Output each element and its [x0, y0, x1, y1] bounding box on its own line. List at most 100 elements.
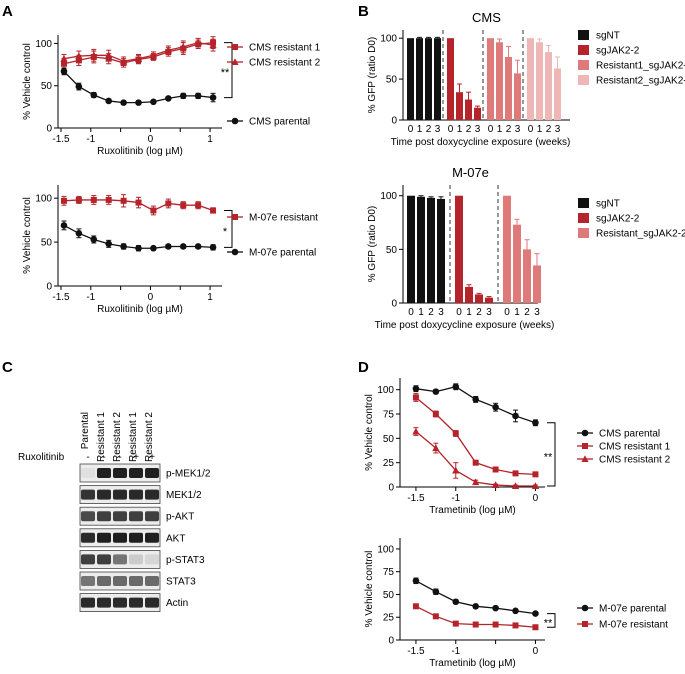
significance-bracket	[224, 42, 233, 99]
data-point	[412, 577, 420, 585]
x-tick-label: 1	[417, 124, 423, 135]
x-tick-label: 2	[466, 124, 472, 135]
band	[113, 597, 127, 608]
series-cms-resistant-1	[412, 393, 539, 478]
legend-swatch	[578, 30, 589, 40]
data-point	[432, 411, 439, 418]
y-tick-label: 50	[383, 590, 395, 601]
series-cms-resistant-1	[60, 36, 217, 70]
x-tick-label: 1	[514, 307, 520, 318]
band	[145, 489, 159, 500]
data-point	[512, 412, 519, 420]
data-point	[135, 99, 142, 106]
band	[113, 554, 127, 565]
legend-label: M-07e resistant	[599, 620, 668, 631]
data-point	[90, 236, 98, 243]
data-point	[209, 41, 217, 49]
data-point	[452, 383, 460, 391]
data-point	[150, 207, 157, 214]
blot-row-akt: AKT	[79, 528, 185, 548]
data-point	[105, 97, 112, 105]
bar	[514, 73, 521, 120]
bar	[416, 38, 423, 120]
y-axis-label: % Vehicle control	[364, 551, 375, 628]
panel-label-c: C	[2, 359, 13, 376]
data-point	[75, 52, 83, 60]
treatment-sign: +	[133, 452, 139, 463]
data-point	[135, 199, 142, 206]
bar	[427, 197, 435, 303]
bar	[523, 249, 531, 303]
band	[81, 468, 95, 478]
band	[129, 489, 143, 500]
series-line	[63, 70, 214, 104]
legend-label: CMS resistant 2	[249, 58, 321, 69]
lane-label: Resistant 1	[128, 412, 139, 462]
data-point	[195, 202, 202, 209]
data-point	[209, 244, 217, 251]
data-point	[452, 598, 460, 606]
x-tick-label: -1.5	[407, 493, 425, 504]
x-tick-label: 0	[148, 134, 154, 145]
legend-entry-cms-resistant-2: CMS resistant 2	[227, 58, 321, 69]
band	[97, 554, 111, 565]
legend-label: Resistant_sgJAK2-2	[596, 229, 685, 240]
data-point	[531, 482, 540, 490]
treatment-sign: -	[102, 452, 105, 463]
significance-label: **	[544, 617, 553, 629]
bar	[455, 195, 463, 303]
data-point	[90, 91, 98, 99]
y-tick-label: 75	[383, 410, 395, 421]
x-tick-label: -1.5	[407, 646, 425, 657]
series-m-07e-parental	[412, 577, 539, 617]
band-label: Actin	[166, 598, 188, 609]
data-point	[452, 430, 459, 437]
legend-swatch	[578, 228, 589, 238]
significance-label: **	[544, 451, 553, 463]
x-tick-label: 2	[428, 307, 434, 318]
legend-marker	[231, 117, 239, 125]
legend-entry-m-07e-resistant: M-07e resistant	[227, 213, 318, 224]
legend-entry-cms-resistant-1: CMS resistant 1	[577, 442, 671, 453]
legend-entry-sgnt: sgNT	[578, 30, 620, 42]
data-point	[452, 466, 460, 474]
y-tick-label: 0	[46, 282, 52, 293]
band	[145, 554, 159, 565]
x-tick-label: 0	[488, 124, 494, 135]
data-point	[179, 243, 187, 250]
band	[81, 489, 95, 500]
data-point	[60, 68, 68, 75]
band	[81, 554, 95, 565]
y-tick-label: 0	[46, 124, 52, 135]
legend-marker	[581, 604, 589, 612]
series-cms-parental	[60, 67, 217, 106]
data-point	[75, 83, 83, 90]
panel-label-a: A	[2, 3, 13, 20]
data-point	[194, 243, 202, 250]
bar	[434, 38, 441, 120]
data-point	[492, 466, 499, 473]
legend-swatch	[578, 75, 589, 85]
band	[81, 576, 95, 586]
series-cms-parental	[412, 383, 539, 427]
y-tick-label: 0	[391, 116, 397, 127]
x-tick-label: 3	[534, 307, 540, 318]
chart-title: M-07e	[452, 165, 489, 180]
legend-entry-cms-resistant-2: CMS resistant 2	[577, 455, 671, 466]
band	[97, 576, 111, 586]
y-tick-label: 100	[35, 39, 52, 50]
legend-marker	[582, 621, 588, 627]
x-axis-label: Time post doxycycline exposure (weeks)	[375, 320, 555, 331]
band-label: p-MEK1/2	[166, 469, 211, 480]
bar	[425, 38, 432, 120]
x-tick-label: 2	[506, 124, 512, 135]
legend-entry-m-07e-parental: M-07e parental	[227, 248, 316, 259]
legend-label: sgNT	[596, 199, 620, 210]
y-tick-label: 50	[386, 245, 398, 256]
x-tick-label: 2	[476, 307, 482, 318]
legend-label: sgJAK2-2	[596, 214, 640, 225]
legend-entry-cms-parental: CMS parental	[227, 117, 310, 128]
